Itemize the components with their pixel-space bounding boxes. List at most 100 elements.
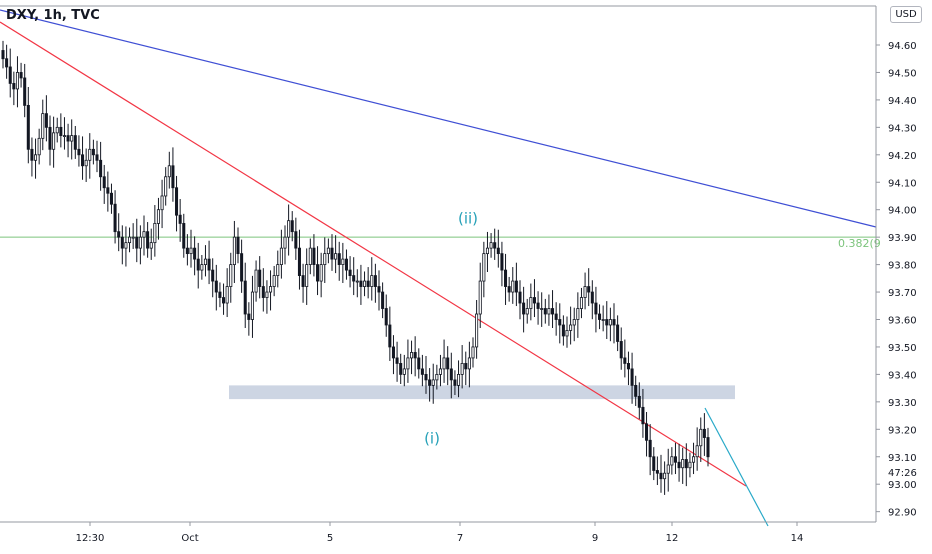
candle-body[interactable] [330,247,334,260]
candle-body[interactable] [117,231,121,238]
candle-body[interactable] [583,286,587,298]
candle-body[interactable] [590,291,594,304]
candle-body[interactable] [91,148,95,156]
candle-body[interactable] [370,275,374,287]
candle-body[interactable] [518,291,522,304]
candle-body[interactable] [337,253,341,265]
candle-body[interactable] [395,357,399,364]
candle-body[interactable] [587,286,591,293]
candle-body[interactable] [616,324,620,342]
candle-body[interactable] [579,297,583,309]
candle-body[interactable] [453,379,457,386]
candle-body[interactable] [608,319,612,326]
candle-body[interactable] [464,363,468,370]
candle-body[interactable] [352,275,356,282]
candle-body[interactable] [301,275,305,287]
candle-body[interactable] [77,148,81,156]
candle-body[interactable] [402,368,406,375]
candle-body[interactable] [189,247,193,255]
candle-body[interactable] [677,461,681,469]
candle-body[interactable] [529,297,533,309]
candle-body[interactable] [99,159,103,178]
candle-body[interactable] [598,313,602,320]
candle-body[interactable] [95,154,99,161]
candle-body[interactable] [619,341,623,359]
candle-body[interactable] [196,258,200,271]
candle-body[interactable] [1,50,5,60]
currency-badge[interactable]: USD [890,6,922,23]
candle-body[interactable] [525,308,529,315]
candle-body[interactable] [630,368,634,386]
candle-body[interactable] [594,302,598,315]
candle-body[interactable] [565,330,569,337]
candle-body[interactable] [120,236,124,249]
candle-body[interactable] [178,214,182,224]
candle-body[interactable] [276,264,280,276]
candle-body[interactable] [8,66,12,84]
candle-body[interactable] [167,165,171,178]
candle-body[interactable] [258,269,262,287]
candle-body[interactable] [146,231,150,249]
candle-body[interactable] [138,236,142,249]
blue-trendline[interactable] [0,9,877,228]
candle-body[interactable] [193,247,197,260]
candle-body[interactable] [334,253,338,260]
candle-body[interactable] [366,280,370,287]
candle-body[interactable] [269,286,273,293]
candle-body[interactable] [236,236,240,255]
candle-body[interactable] [536,302,540,309]
candle-body[interactable] [699,428,703,447]
candle-body[interactable] [175,187,179,216]
candle-body[interactable] [377,286,381,293]
candle-body[interactable] [485,247,489,255]
candle-body[interactable] [62,135,66,137]
candle-body[interactable] [308,247,312,266]
candle-body[interactable] [540,308,544,310]
candle-body[interactable] [648,439,652,458]
candle-body[interactable] [413,352,417,359]
candle-body[interactable] [460,363,464,375]
candle-body[interactable] [543,308,547,315]
candle-body[interactable] [19,72,23,79]
candle-body[interactable] [417,357,421,370]
candle-body[interactable] [475,313,479,348]
candle-body[interactable] [471,346,475,359]
candle-body[interactable] [48,126,52,150]
candle-body[interactable] [655,470,659,474]
candle-body[interactable] [290,220,294,233]
candle-body[interactable] [706,437,710,458]
candle-body[interactable] [666,464,670,474]
candle-body[interactable] [702,428,706,438]
candle-body[interactable] [203,258,207,265]
candle-body[interactable] [326,247,330,255]
candle-body[interactable] [359,280,363,287]
candle-body[interactable] [113,203,117,233]
candle-body[interactable] [44,113,48,128]
candle-body[interactable] [232,236,236,265]
candle-body[interactable] [88,148,92,161]
candle-body[interactable] [504,269,508,287]
candle-body[interactable] [449,368,453,381]
candle-body[interactable] [225,286,229,304]
candle-body[interactable] [634,384,638,397]
candle-body[interactable] [637,395,641,408]
candle-body[interactable] [348,269,352,276]
candle-body[interactable] [185,247,189,255]
candle-body[interactable] [659,472,663,480]
candle-body[interactable] [428,379,432,386]
candle-body[interactable] [601,319,605,321]
candle-body[interactable] [305,264,309,287]
candle-body[interactable] [522,302,526,315]
candle-body[interactable] [695,445,699,458]
candle-body[interactable] [240,253,244,282]
candle-body[interactable] [218,291,222,298]
candle-body[interactable] [406,357,410,370]
candle-body[interactable] [243,280,247,315]
candle-body[interactable] [489,242,493,249]
candle-body[interactable] [265,291,269,298]
candle-body[interactable] [59,126,63,136]
candle-body[interactable] [384,308,388,326]
candle-body[interactable] [171,165,175,189]
